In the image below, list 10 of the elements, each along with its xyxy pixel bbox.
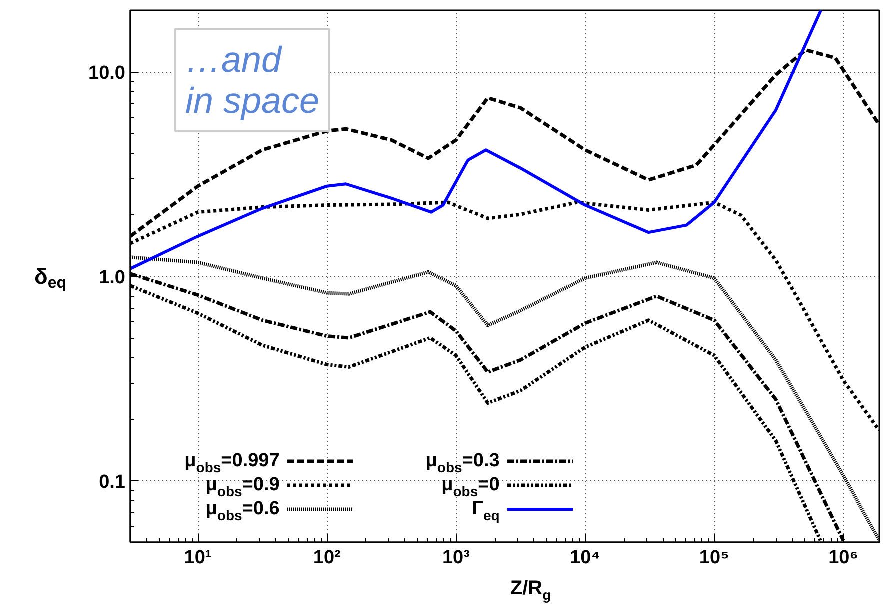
y-tick-label: 10.0 (88, 63, 126, 84)
x-tick-label: 10⁵ (699, 548, 730, 568)
y-tick-label: 1.0 (99, 268, 126, 288)
x-tick-label: 10² (313, 548, 341, 568)
x-tick-label: 10⁴ (570, 548, 601, 568)
annotation: …and in space (185, 39, 320, 122)
x-tick-label: 10¹ (184, 548, 212, 568)
x-tick-label: 10³ (442, 548, 470, 568)
x-tick-label: 10⁶ (828, 548, 858, 568)
y-tick-label: 0.1 (99, 472, 126, 493)
